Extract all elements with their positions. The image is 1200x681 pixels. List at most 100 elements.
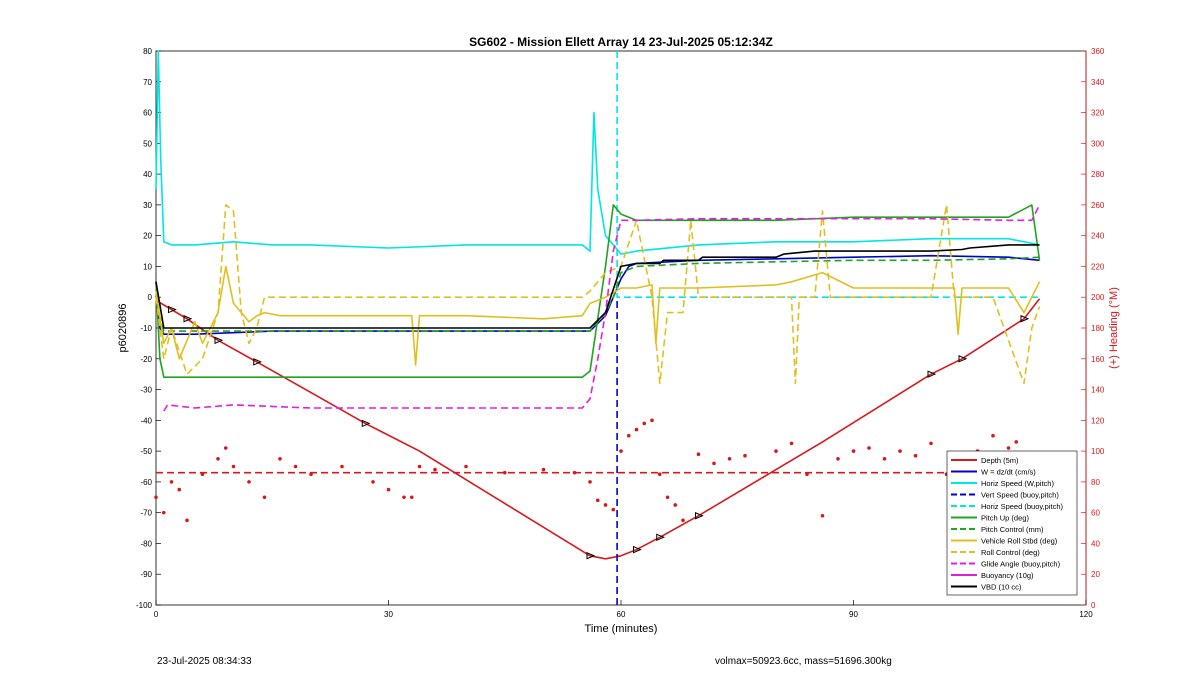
depth-marker [361,419,371,428]
y-tick-label: -90 [140,570,152,579]
y2-tick-label: 140 [1091,386,1105,395]
y2-tick-label: 260 [1091,201,1105,210]
series-pitch-control-mm [155,256,1040,332]
heading-point [161,510,166,515]
depth-marker [214,336,224,345]
heading-point [154,495,158,500]
heading-point [223,446,228,450]
heading-point [177,487,182,492]
legend-label: Buoyancy (10g) [981,571,1034,580]
depth-markers [168,305,1030,560]
heading-point [185,518,189,523]
depth-marker [183,315,193,323]
y-tick-label: 50 [143,139,152,148]
legend-label: Pitch Control (mm) [981,525,1044,534]
heading-point [169,480,174,484]
heading-point [626,433,631,438]
footer-timestamp: 23-Jul-2025 08:34:33 [157,656,252,667]
y2-axis-label: (+) Heading (°M) [1108,287,1120,369]
heading-point [1014,440,1019,444]
series-roll-control-deg [155,204,1041,385]
legend-label: Vehicle Roll Stbd (deg) [981,537,1058,546]
y-tick-label: -30 [140,386,152,395]
x-tick-label: 0 [154,610,159,619]
chart-title: SG602 - Mission Ellett Array 14 23-Jul-2… [469,35,773,49]
right-axis-ticks: 0 20 40 60 80 100 120 140 160 180 200 220 240 260 280 3… [1081,47,1105,610]
heading-point [743,453,747,458]
x-axis-ticks: 0 30 60 90 120 [154,600,1093,619]
series-vbd-10-cc [155,244,1040,329]
y2-tick-label: 220 [1091,262,1105,271]
depth-marker [927,370,937,378]
heading-point [634,427,639,432]
heading-point [417,464,422,469]
y2-tick-label: 160 [1091,355,1105,364]
heading-point [991,433,995,438]
y-tick-label: 0 [148,293,153,302]
heading-point [464,464,468,469]
heading-point [727,457,732,461]
x-axis-label: Time (minutes) [585,623,658,635]
legend-label: W = dz/dt (cm/s) [981,468,1036,477]
y2-tick-label: 100 [1091,447,1105,456]
heading-point [409,495,414,500]
legend-label: Pitch Up (deg) [981,514,1029,523]
heading-point [650,418,654,423]
heading-point [867,446,871,450]
heading-point [340,464,344,469]
heading-point [371,480,375,484]
depth-marker [253,358,263,366]
depth-marker [656,533,666,542]
y-tick-label: -100 [136,601,153,610]
legend-label: Horiz Speed (buoy,pitch) [981,502,1063,511]
heading-point [789,441,794,446]
heading-point [882,457,887,461]
heading-point [262,495,267,500]
heading-point [595,498,600,503]
legend-label: VBD (10 cc) [981,583,1022,592]
y-tick-label: 10 [143,262,152,271]
depth-marker [695,511,704,520]
y-tick-label: -60 [140,478,152,487]
y-tick-label: 60 [143,109,152,118]
heading-point [898,449,902,453]
depth-marker [168,305,177,314]
heading-point [541,467,546,472]
y2-tick-label: 340 [1091,78,1105,87]
heading-point [1006,446,1011,450]
x-tick-label: 120 [1079,610,1093,619]
y-tick-label: 70 [143,78,152,87]
x-tick-label: 30 [384,610,393,619]
depth-marker [958,355,968,363]
legend-label: Depth (5m) [981,456,1019,465]
legend-label: Roll Control (deg) [981,548,1040,557]
y-tick-label: -70 [140,509,152,518]
legend-label: Horiz Speed (W,pitch) [981,479,1054,488]
series-horiz-speed-w-pitch [155,50,1040,255]
heading-point [603,503,608,507]
heading-point [216,457,220,461]
y2-tick-label: 20 [1091,570,1100,579]
depth-marker [1020,315,1030,323]
y-axis-label: p6020896 [117,304,129,353]
y2-tick-label: 320 [1091,109,1105,118]
y2-tick-label: 0 [1091,601,1096,610]
heading-point [433,467,437,472]
heading-point [502,470,507,475]
y-tick-label: -50 [140,447,152,456]
y2-tick-label: 40 [1091,539,1100,548]
x-tick-label: 60 [617,610,626,619]
heading-point [836,457,840,461]
series-heading-right-axis [154,418,1050,523]
y2-tick-label: 120 [1091,416,1105,425]
heading-point [619,449,623,453]
legend-box [946,450,1078,596]
heading-point [402,495,406,500]
heading-point [774,449,778,453]
heading-point [588,480,592,484]
series-depth-5m [155,298,1041,560]
y-tick-label: 80 [143,47,152,56]
heading-point [611,507,616,512]
heading-point [696,452,701,456]
y2-tick-label: 180 [1091,324,1105,333]
